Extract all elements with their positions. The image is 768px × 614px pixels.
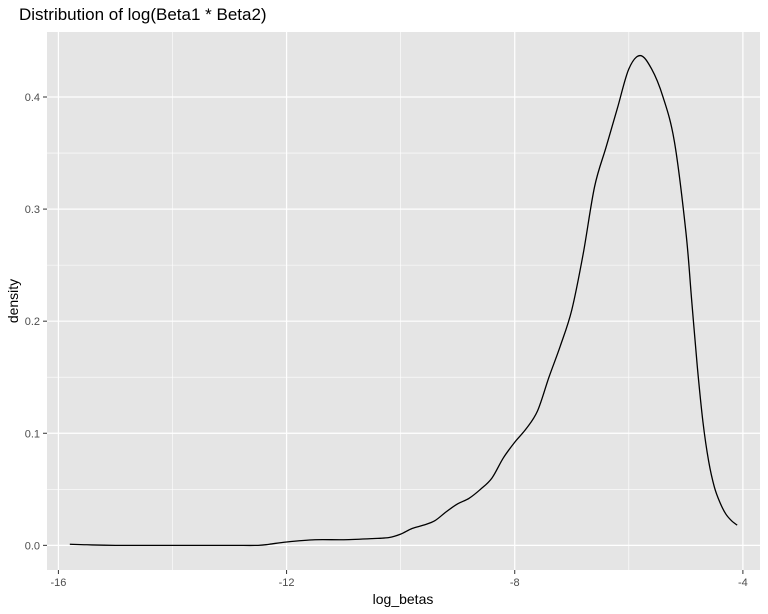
x-tick-label: -4 <box>738 577 748 589</box>
y-tick-label: 0.4 <box>25 92 40 104</box>
plot-panel <box>47 32 760 570</box>
axis-ticks: -16 -12 -8 -4 0.0 0.1 0.2 0.3 0.4 <box>25 92 748 589</box>
density-line <box>69 54 738 547</box>
grid-lines <box>47 32 760 570</box>
chart-title: Distribution of log(Beta1 * Beta2) <box>19 5 267 24</box>
x-axis-title: log_betas <box>373 591 434 607</box>
y-tick-label: 0.1 <box>25 428 40 440</box>
y-tick-label: 0.2 <box>25 316 40 328</box>
y-axis-title: density <box>5 279 21 323</box>
x-tick-label: -8 <box>510 577 520 589</box>
y-tick-label: 0.0 <box>25 540 40 552</box>
y-tick-label: 0.3 <box>25 204 40 216</box>
x-tick-label: -16 <box>50 577 66 589</box>
x-tick-label: -12 <box>279 577 295 589</box>
